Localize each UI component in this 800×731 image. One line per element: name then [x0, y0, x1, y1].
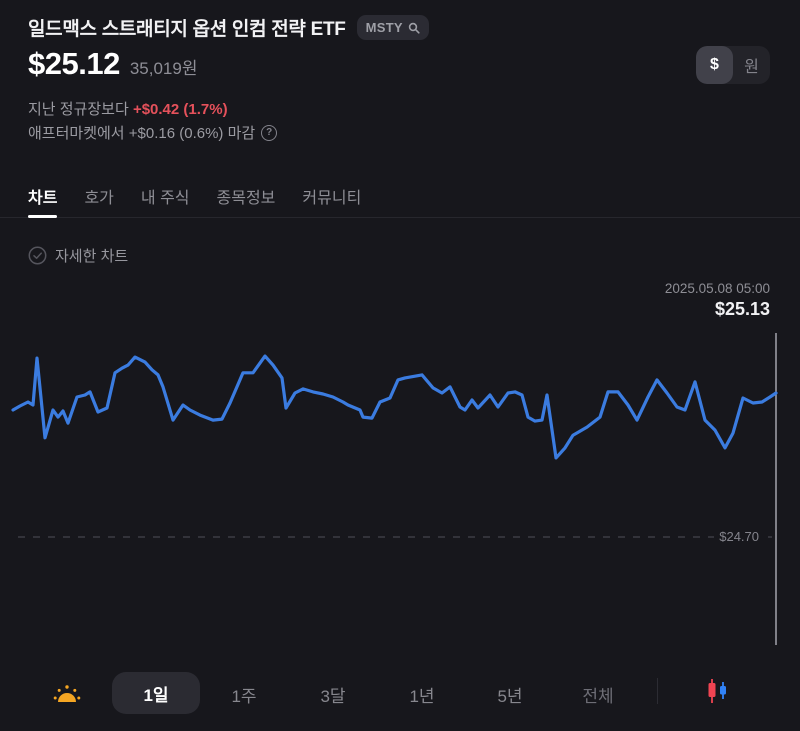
range-divider	[657, 678, 658, 704]
change-value: +$0.42 (1.7%)	[132, 101, 228, 118]
tab-chart[interactable]: 차트	[28, 184, 58, 218]
regular-session-change: 지난 정규장보다 +$0.42 (1.7%)	[28, 98, 228, 119]
price-krw: 35,019원	[129, 59, 198, 78]
tab-community[interactable]: 커뮤니티	[302, 190, 362, 207]
price-row: $25.12 35,019원	[28, 46, 197, 82]
range-selector: 1일 1주 3달 1년 5년 전체	[0, 670, 800, 718]
price-chart[interactable]	[0, 325, 800, 670]
search-icon	[408, 22, 420, 34]
header: 일드맥스 스트래티지 옵션 인컴 전략 ETF MSTY	[28, 14, 429, 41]
tab-bar: 차트 호가 내 주식 종목정보 커뮤니티	[0, 184, 800, 218]
currency-krw-option[interactable]: 원	[744, 59, 759, 76]
stock-title: 일드맥스 스트래티지 옵션 인컴 전략 ETF	[28, 19, 346, 40]
tab-orderbook[interactable]: 호가	[84, 190, 114, 207]
ticker-search-button[interactable]: MSTY	[356, 15, 429, 40]
crosshair-price: $25.13	[714, 299, 770, 319]
currency-toggle[interactable]: $ 원	[696, 46, 770, 84]
range-5year-button[interactable]: 5년	[497, 687, 523, 706]
check-circle-icon	[28, 246, 47, 265]
range-1day-button[interactable]: 1일	[112, 672, 200, 714]
price-usd: $25.12	[28, 46, 120, 81]
aftermarket-text: 애프터마켓에서 +$0.16 (0.6%) 마감	[28, 125, 256, 142]
detailed-chart-toggle[interactable]: 자세한 차트	[28, 245, 128, 266]
crosshair-timestamp: 2025.05.08 05:00	[664, 281, 770, 296]
range-1year-button[interactable]: 1년	[409, 687, 435, 706]
tab-stock-info[interactable]: 종목정보	[216, 190, 276, 207]
detailed-chart-label: 자세한 차트	[55, 248, 129, 265]
prev-close-label: $24.70	[714, 527, 764, 547]
ticker-label: MSTY	[365, 20, 403, 35]
range-1week-button[interactable]: 1주	[231, 687, 257, 706]
range-all-button[interactable]: 전체	[582, 687, 614, 706]
price-line	[11, 354, 778, 460]
change-prefix: 지난 정규장보다	[28, 101, 133, 118]
sunrise-icon[interactable]	[50, 676, 84, 710]
currency-usd-option[interactable]: $	[696, 46, 733, 84]
question-circle-icon[interactable]: ?	[261, 124, 278, 141]
tab-my-stock[interactable]: 내 주식	[140, 190, 190, 207]
candlestick-icon[interactable]	[703, 678, 733, 704]
range-3month-button[interactable]: 3달	[320, 687, 346, 706]
aftermarket-change: 애프터마켓에서 +$0.16 (0.6%) 마감 ?	[28, 122, 278, 143]
